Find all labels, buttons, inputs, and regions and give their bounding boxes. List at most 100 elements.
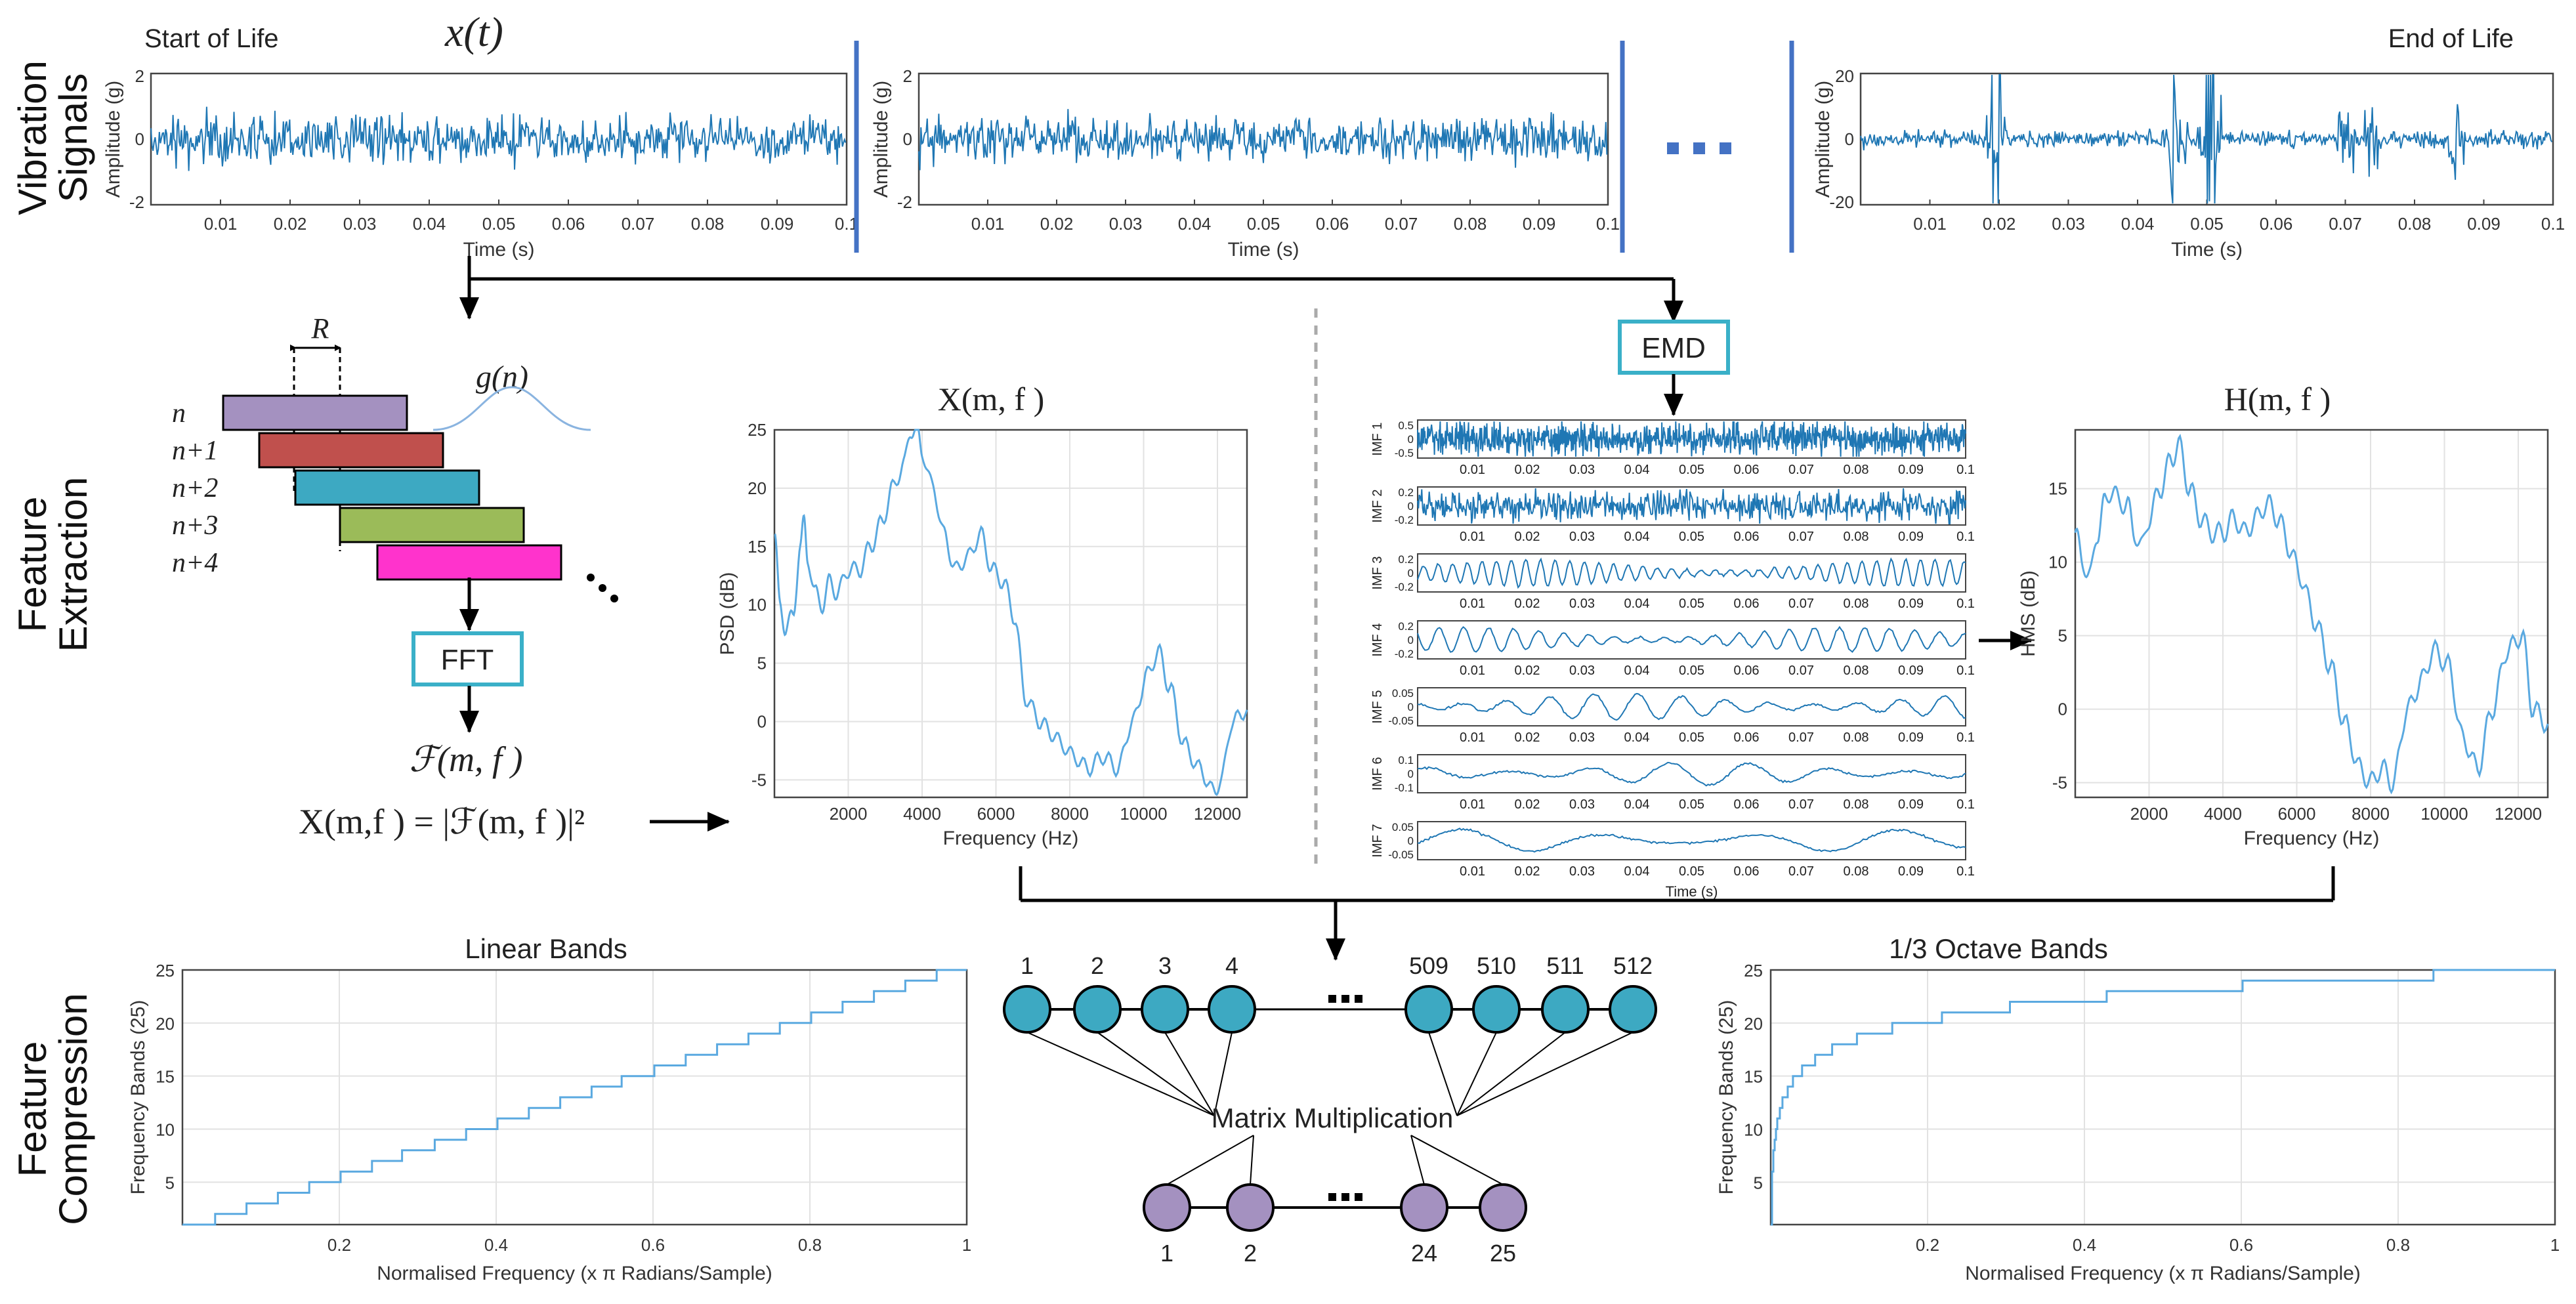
y-tick-label: 0.2 bbox=[1398, 620, 1414, 633]
imf-plot: 0.01 0.02 0.03 0.04 0.05 0.06 0.07 0.08 0.09 0.1 I… bbox=[1370, 687, 1975, 745]
x-tick-label: 0.02 bbox=[1515, 864, 1540, 879]
x-tick-label: 0.1 bbox=[1956, 864, 1975, 879]
y-tick-label: 0 bbox=[1408, 768, 1414, 780]
stft-row-label: n+3 bbox=[172, 511, 218, 541]
stft-window-bar bbox=[339, 507, 525, 543]
axes-frame bbox=[1417, 821, 1966, 860]
x-tick-label: 0.05 bbox=[1679, 730, 1704, 745]
x-tick-label: 0.03 bbox=[1109, 214, 1143, 234]
window-length-label: R bbox=[311, 312, 329, 345]
x-tick-label: 0.08 bbox=[1844, 864, 1869, 879]
y-tick-label: 25 bbox=[156, 961, 175, 980]
psd-chart: 2000 4000 6000 8000 10000 12000 25 20 15 10 5 0 -5 Fr… bbox=[717, 420, 1248, 849]
spectrum-curve bbox=[2074, 433, 2549, 795]
y-axis-label: Amplitude (g) bbox=[1812, 81, 1834, 198]
x-axis-label: Time (s) bbox=[2171, 239, 2243, 261]
y-tick-label: -0.5 bbox=[1395, 447, 1414, 459]
connection-line bbox=[1026, 1032, 1215, 1116]
x-tick-label: 0.08 bbox=[1454, 214, 1487, 234]
y-axis-label: Frequency Bands (25) bbox=[127, 1000, 149, 1195]
imf-name: IMF 3 bbox=[1370, 556, 1385, 589]
band-staircase bbox=[1771, 969, 2555, 1226]
x-tick-label: 0.1 bbox=[1956, 797, 1975, 812]
y-tick-label: -0.05 bbox=[1388, 715, 1414, 727]
connection-line bbox=[1250, 1135, 1254, 1185]
imf-name: IMF 6 bbox=[1370, 757, 1385, 790]
x-tick-label: 0.07 bbox=[1788, 797, 1814, 812]
spectrum-curve bbox=[774, 429, 1248, 796]
bottom-ellipsis-dot bbox=[1341, 1193, 1349, 1201]
x-tick-label: 1 bbox=[2550, 1235, 2560, 1255]
imf-name: IMF 5 bbox=[1370, 690, 1385, 723]
imf-plot: 0.01 0.02 0.03 0.04 0.05 0.06 0.07 0.08 0.09 0.1 I… bbox=[1370, 419, 1975, 477]
x-tick-label: 0.04 bbox=[1624, 463, 1650, 477]
x-tick-label: 0.09 bbox=[1898, 864, 1924, 879]
x-tick-label: 0.2 bbox=[327, 1235, 351, 1255]
x-tick-label: 0.01 bbox=[204, 214, 238, 234]
x-tick-label: 10000 bbox=[2420, 804, 2468, 824]
x-tick-label: 0.1 bbox=[1956, 663, 1975, 678]
x-tick-label: 0.07 bbox=[1788, 597, 1814, 611]
y-tick-label: 15 bbox=[2048, 479, 2067, 499]
x-axis-label: Frequency (Hz) bbox=[2244, 828, 2380, 849]
y-tick-label: 2 bbox=[903, 66, 912, 86]
y-tick-label: 0 bbox=[1845, 129, 1854, 149]
y-tick-label: 10 bbox=[748, 595, 767, 615]
x-tick-label: 0.04 bbox=[1624, 864, 1650, 879]
x-tick-label: 0.08 bbox=[1844, 663, 1869, 678]
hms-chart-title: H(m, f ) bbox=[2224, 381, 2331, 417]
x-tick-label: 0.03 bbox=[1569, 730, 1595, 745]
x-tick-label: 0.1 bbox=[1956, 597, 1975, 611]
x-tick-label: 0.01 bbox=[1460, 730, 1485, 745]
x-tick-label: 0.1 bbox=[1596, 214, 1620, 234]
connection-line bbox=[1166, 1135, 1254, 1185]
x-axis-label: Frequency (Hz) bbox=[943, 828, 1079, 849]
axes-frame bbox=[1769, 969, 2556, 1226]
x-tick-label: 0.08 bbox=[2398, 214, 2432, 234]
x-tick-label: 0.02 bbox=[274, 214, 307, 234]
input-node-label: 512 bbox=[1613, 952, 1653, 979]
x-tick-label: 0.05 bbox=[1679, 797, 1704, 812]
x-tick-label: 0.05 bbox=[482, 214, 516, 234]
input-node bbox=[1003, 985, 1051, 1034]
stft-window-bar bbox=[294, 469, 480, 506]
y-axis-label: Frequency Bands (25) bbox=[1716, 1000, 1737, 1195]
x-tick-label: 0.09 bbox=[2467, 214, 2501, 234]
input-node bbox=[1208, 985, 1256, 1034]
y-tick-label: 0.2 bbox=[1398, 553, 1414, 566]
signal-trace bbox=[1860, 74, 2553, 204]
section-label-feature-extraction: Feature Extraction bbox=[11, 477, 95, 652]
x-axis-label: Time (s) bbox=[1666, 883, 1718, 900]
stft-diagram: R g(n) nn+1n+2n+3n+4 FFT ℱ(m, f ) X(m,f … bbox=[172, 312, 730, 841]
band-staircase bbox=[182, 969, 967, 1226]
section-label-line1: Feature bbox=[11, 1041, 54, 1177]
matrix-multiplication-label: Matrix Multiplication bbox=[1212, 1103, 1454, 1133]
hms-chart: 2000 4000 6000 8000 10000 12000 15 10 5 0 -5 Freque… bbox=[2017, 429, 2549, 849]
stft-row-label: n+2 bbox=[172, 473, 218, 503]
input-node bbox=[1472, 985, 1521, 1034]
y-tick-label: 0.05 bbox=[1392, 687, 1414, 700]
axes-frame bbox=[1417, 687, 1966, 726]
axes-frame bbox=[773, 429, 1248, 799]
y-tick-label: 5 bbox=[1754, 1173, 1763, 1192]
connection-line bbox=[1456, 1032, 1566, 1116]
section-label-line2: Signals bbox=[51, 74, 95, 203]
input-node-label: 3 bbox=[1158, 952, 1172, 979]
x-tick-label: 4000 bbox=[2204, 804, 2242, 824]
y-tick-label: 0 bbox=[1408, 701, 1414, 713]
y-tick-label: 0.2 bbox=[1398, 486, 1414, 499]
x-tick-label: 0.07 bbox=[1788, 864, 1814, 879]
x-tick-label: 0.05 bbox=[1679, 663, 1704, 678]
signal-plot-end: 0.01 0.02 0.03 0.04 0.05 0.06 0.07 0.08 0.09 0.1 2… bbox=[1812, 66, 2565, 261]
signal-flow-arrows bbox=[459, 256, 1683, 323]
input-node-label: 511 bbox=[1546, 952, 1584, 979]
stft-ellipsis bbox=[587, 574, 618, 602]
y-tick-label: 0 bbox=[1408, 835, 1414, 847]
x-tick-label: 10000 bbox=[1120, 804, 1167, 824]
x-tick-label: 0.03 bbox=[1569, 864, 1595, 879]
connection-line bbox=[1214, 1032, 1233, 1116]
y-axis-label: Amplitude (g) bbox=[870, 81, 892, 198]
window-function-curve bbox=[433, 386, 591, 431]
x-tick-label: 0.05 bbox=[1679, 864, 1704, 879]
x-tick-label: 0.03 bbox=[1569, 597, 1595, 611]
